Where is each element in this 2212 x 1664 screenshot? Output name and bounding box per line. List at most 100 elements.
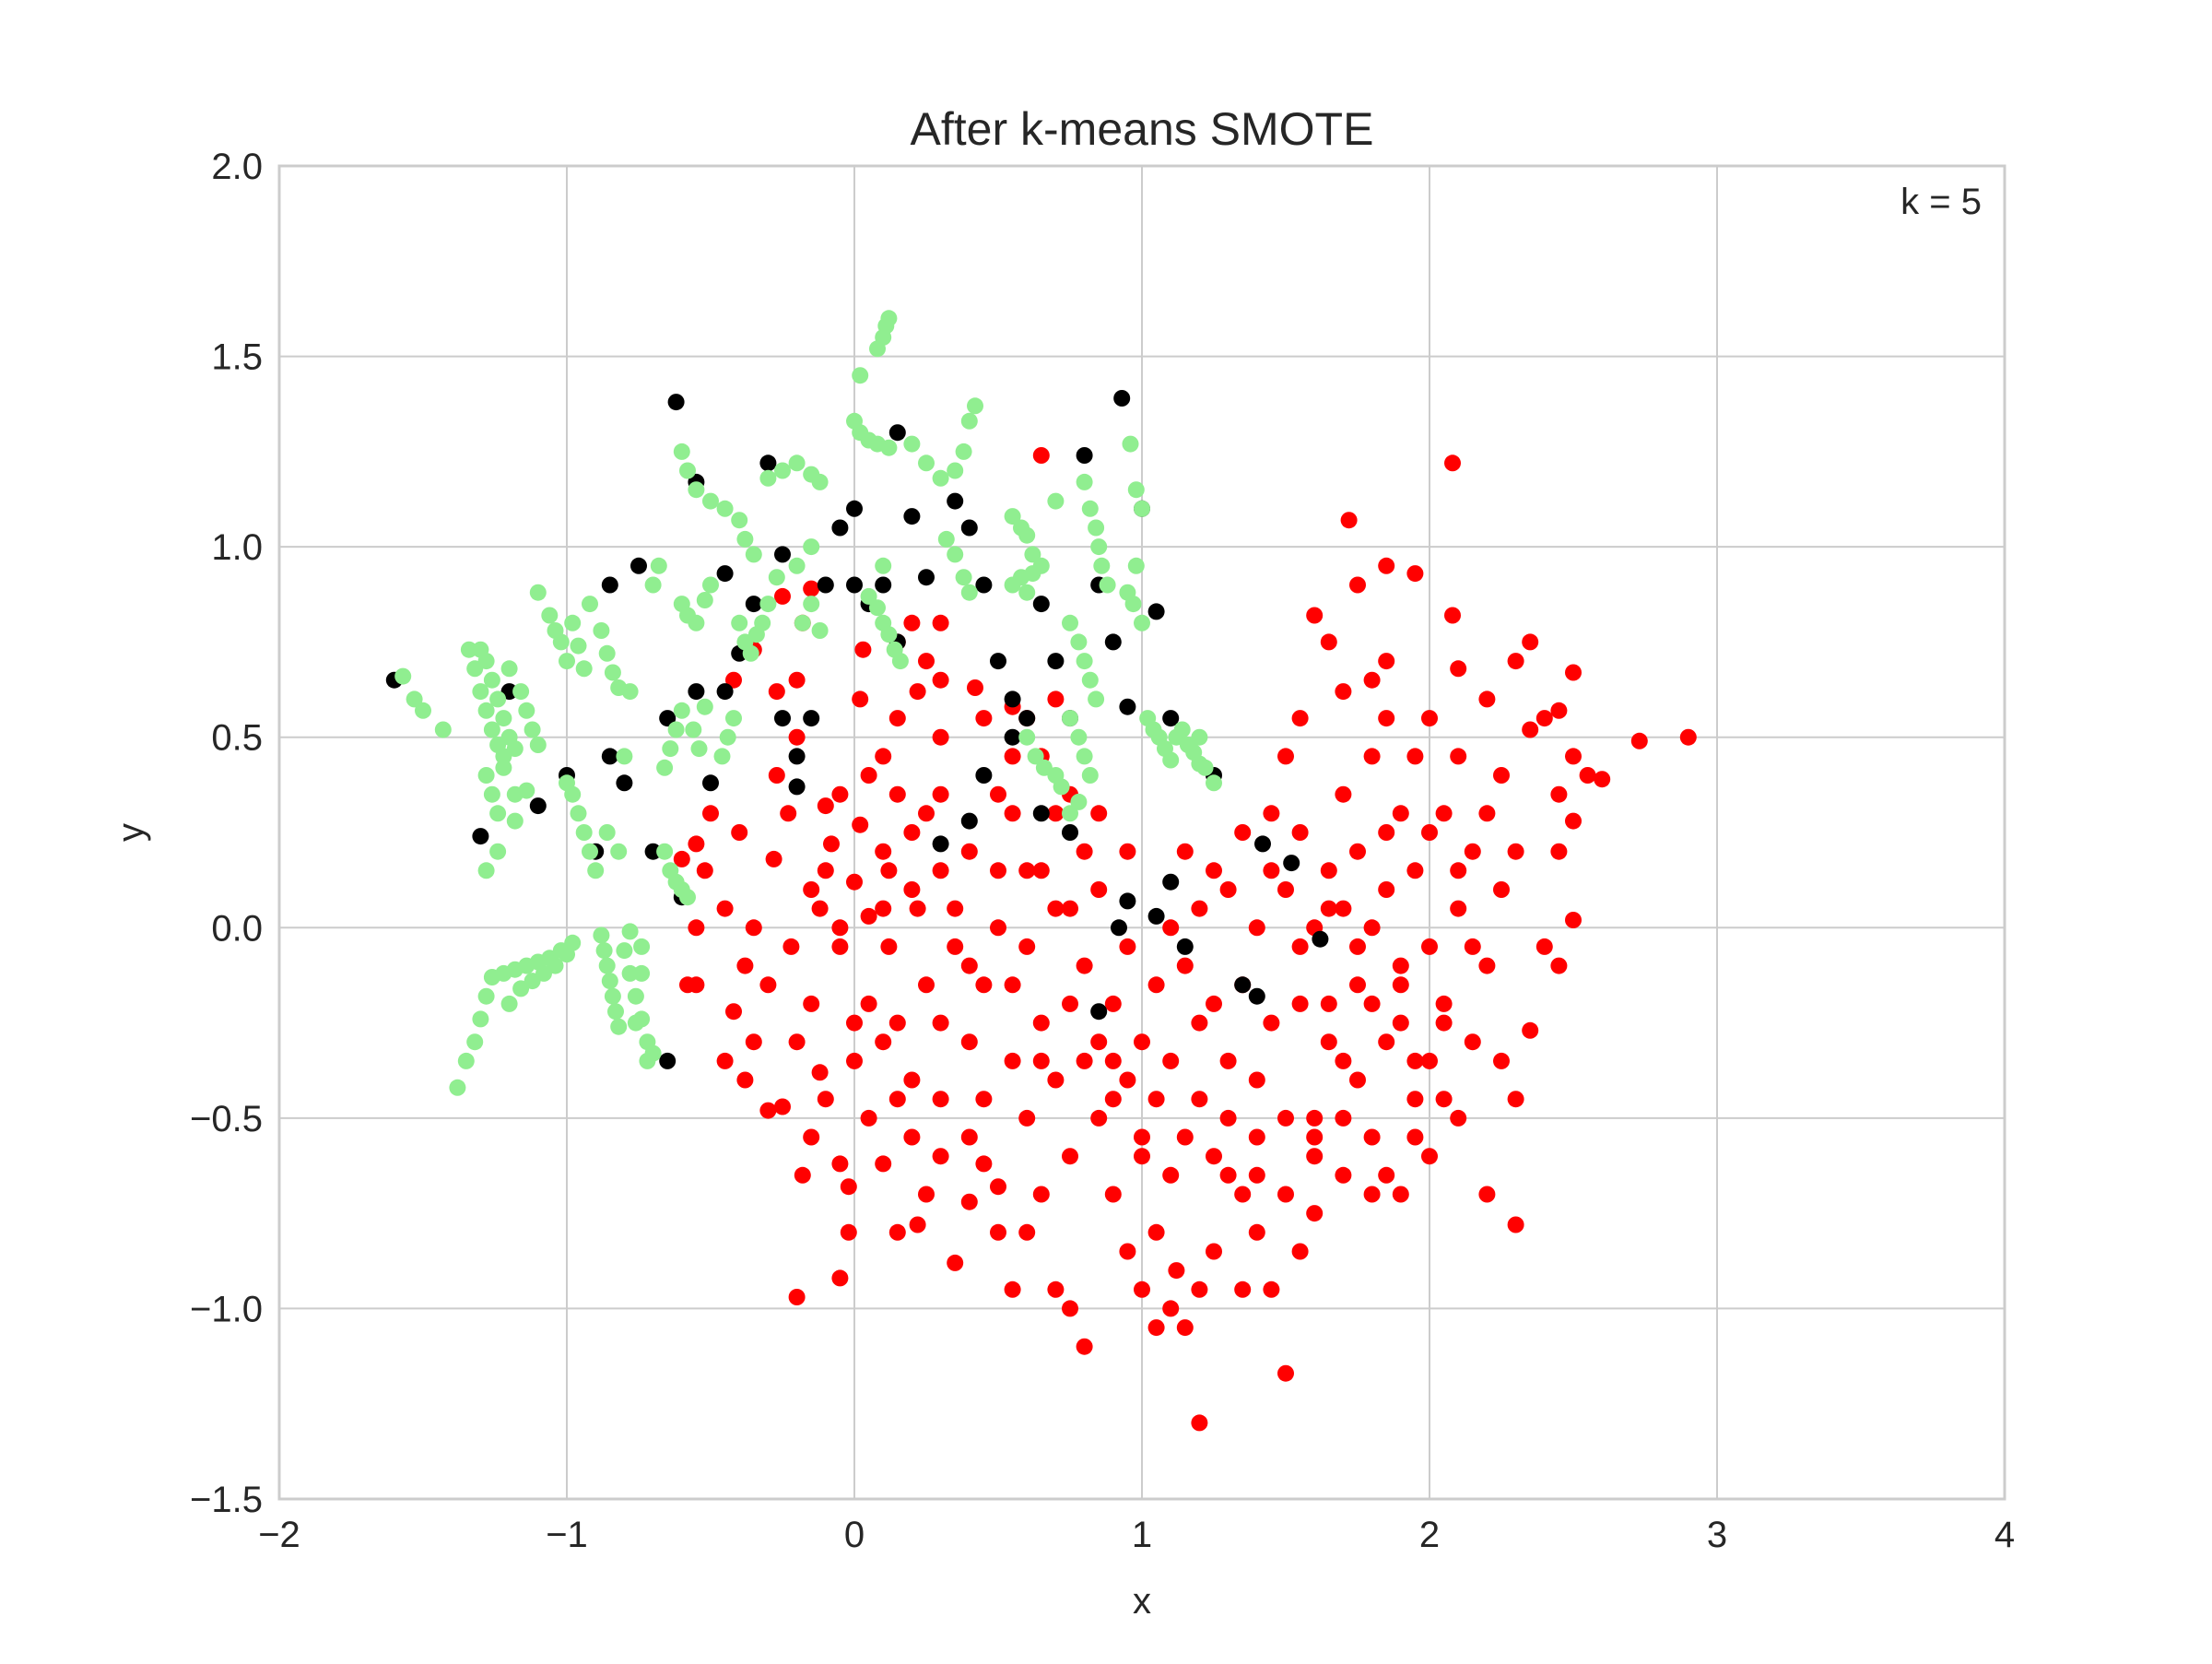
data-point	[610, 1018, 628, 1035]
data-point	[1550, 843, 1568, 860]
data-point	[1032, 1186, 1050, 1203]
data-point	[852, 816, 869, 833]
data-point	[607, 1003, 624, 1021]
data-point	[1127, 481, 1145, 499]
data-point	[1219, 881, 1237, 898]
data-point	[768, 683, 785, 701]
data-point	[817, 862, 834, 879]
data-point	[1162, 1052, 1180, 1069]
data-point	[1291, 824, 1309, 841]
plot-frame	[277, 164, 2006, 1501]
data-point	[1070, 728, 1088, 746]
data-point	[1378, 881, 1395, 898]
data-point	[1147, 976, 1165, 994]
data-point	[1111, 919, 1127, 937]
data-point	[1191, 1091, 1208, 1108]
data-point	[932, 1091, 949, 1108]
data-point	[1004, 690, 1021, 708]
data-point	[1679, 728, 1697, 746]
data-point	[673, 443, 690, 460]
data-point	[1176, 1128, 1194, 1146]
data-point	[1104, 1186, 1122, 1203]
data-point	[1234, 976, 1252, 994]
data-point	[731, 512, 748, 529]
data-point	[932, 862, 949, 879]
data-point	[831, 1269, 849, 1287]
data-point	[633, 964, 651, 982]
data-point	[932, 614, 949, 631]
data-point	[1378, 824, 1395, 841]
data-point	[1421, 824, 1438, 841]
data-point	[1206, 862, 1222, 879]
data-point	[601, 973, 618, 990]
data-point	[598, 957, 616, 974]
data-point	[854, 641, 872, 658]
data-point	[1254, 835, 1271, 853]
data-point	[1004, 1280, 1021, 1298]
data-point	[466, 660, 484, 678]
data-point	[688, 835, 705, 853]
data-point	[875, 1033, 892, 1051]
data-point	[1283, 855, 1300, 872]
data-point	[1306, 1128, 1324, 1146]
data-point	[477, 862, 495, 879]
data-point	[1450, 660, 1467, 678]
data-point	[975, 576, 993, 594]
data-point	[888, 424, 906, 442]
data-point	[1076, 473, 1093, 490]
data-point	[990, 785, 1006, 803]
data-point	[1392, 1186, 1409, 1203]
data-point	[1047, 900, 1065, 917]
data-point	[466, 1033, 484, 1051]
data-point	[1363, 748, 1381, 765]
data-point	[1320, 862, 1337, 879]
x-tick-label: 2	[1419, 1515, 1440, 1555]
data-point	[823, 835, 840, 853]
data-point	[960, 1033, 978, 1051]
data-point	[1162, 873, 1180, 891]
data-point	[1550, 785, 1568, 803]
data-point	[1119, 1071, 1136, 1089]
data-point	[1421, 938, 1438, 955]
data-point	[955, 443, 972, 460]
data-point	[1421, 710, 1438, 727]
data-point	[559, 946, 575, 963]
data-point	[1173, 721, 1191, 738]
data-point	[690, 740, 708, 758]
data-point	[811, 1064, 829, 1081]
data-point	[880, 439, 898, 456]
data-point	[1004, 976, 1021, 994]
data-point	[1565, 748, 1582, 765]
data-point	[831, 938, 849, 955]
data-point	[1493, 1052, 1510, 1069]
data-point	[1090, 1109, 1108, 1127]
data-point	[1081, 767, 1099, 784]
data-point	[1335, 785, 1352, 803]
data-point	[811, 473, 829, 490]
data-point	[1113, 390, 1131, 407]
data-point	[1176, 957, 1194, 974]
data-point	[716, 900, 734, 917]
data-point	[1248, 1071, 1265, 1089]
data-point	[788, 454, 806, 472]
data-point	[1147, 1223, 1165, 1241]
y-tick-label: 0.5	[211, 718, 263, 759]
data-point	[817, 797, 834, 815]
data-point	[768, 569, 785, 586]
data-point	[1018, 728, 1036, 746]
data-point	[1435, 1014, 1453, 1032]
data-point	[947, 492, 964, 510]
data-point	[875, 1155, 892, 1173]
chart-title: After k-means SMOTE	[911, 103, 1374, 155]
data-point	[477, 987, 495, 1005]
data-point	[1134, 614, 1150, 631]
x-axis-label: x	[1133, 1581, 1151, 1622]
data-point	[621, 683, 639, 701]
series-2	[394, 310, 1222, 1096]
data-point	[1062, 710, 1078, 727]
data-point	[1550, 702, 1568, 719]
data-point	[803, 995, 820, 1012]
data-point	[1047, 690, 1065, 708]
data-point	[1277, 748, 1294, 765]
data-point	[932, 835, 949, 853]
